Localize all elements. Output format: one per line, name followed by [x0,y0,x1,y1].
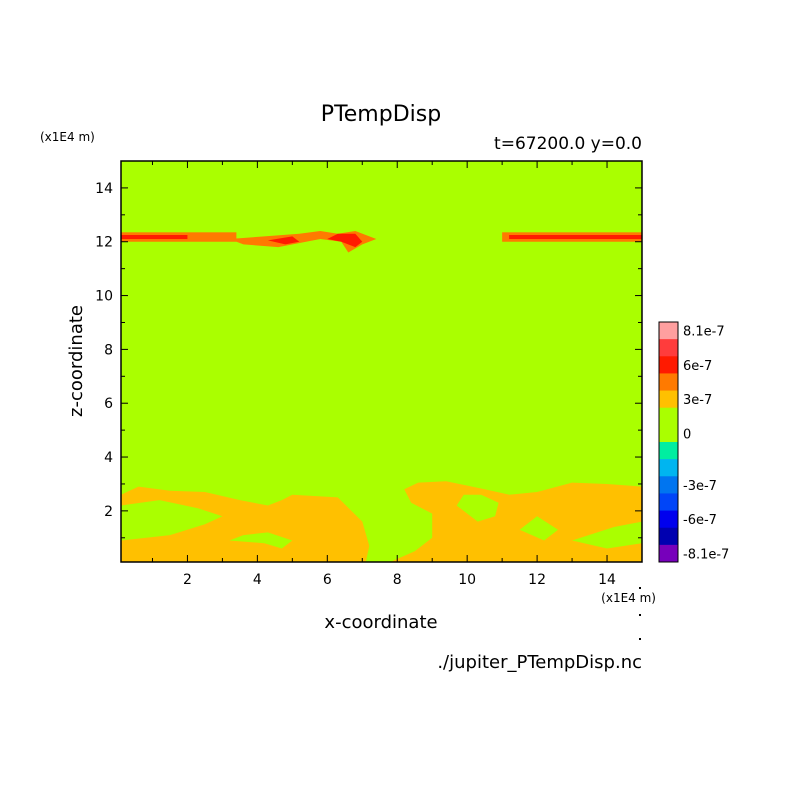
contour-region [327,233,363,248]
dot-markers [639,587,641,640]
x-tick-label: 4 [253,572,262,588]
y-tick-label: 2 [104,504,113,520]
colorbar-frame [658,321,679,563]
plot-area [121,161,642,562]
colorbar-label: -3e-7 [683,479,717,494]
colorbar-label: -8.1e-7 [683,547,729,562]
x-axis-label: x-coordinate [324,612,437,633]
x-tick-label: 14 [598,572,616,588]
colorbar-bin [659,322,678,340]
y-tick-label: 4 [104,450,113,466]
colorbar-bin [659,459,678,477]
colorbar-bin [659,493,678,512]
colorbar-label: 3e-7 [683,393,712,408]
colorbar-bin [659,527,678,546]
contour-region [229,532,293,549]
y-tick-label: 8 [104,342,113,358]
x-unit-label: (x1E4 m) [601,591,656,605]
colorbar: 8.1e-7 6e-7 3e-7 0 -3e-7 -6e-7 -8.1e-7 [658,321,729,563]
x-tick-label: 2 [183,572,192,588]
colorbar-bin [659,476,678,494]
axes: 2 4 6 8 10 12 14 2 4 6 8 10 12 14 [95,160,643,588]
colorbar-bin [659,339,678,357]
contour-region [572,521,642,549]
colorbar-label: 6e-7 [683,359,712,374]
y-tick-label: 12 [95,235,113,251]
x-tick-label: 12 [528,572,546,588]
colorbar-bin [659,356,678,374]
contour-region [519,516,559,541]
colorbar-label: 0 [683,427,691,442]
contour-band [121,235,188,240]
colorbar-label: 8.1e-7 [683,325,725,340]
plot-frame [120,160,643,563]
colorbar-bin [659,373,678,392]
colorbar-bin [659,442,678,460]
contour-region [121,500,223,541]
contour-region [267,236,300,245]
colorbar-bin [659,390,678,409]
y-tick-label: 10 [95,289,113,305]
x-tick-label: 10 [458,572,476,588]
colorbar-bin [659,544,678,563]
colorbar-bin [659,510,678,529]
colorbar-label: -6e-7 [683,513,717,528]
x-tick-label: 8 [393,572,402,588]
y-tick-label: 14 [95,181,113,197]
contour-region [456,494,499,522]
source-file-label: ./jupiter_PTempDisp.nc [437,652,642,673]
contour-band [509,235,642,240]
colorbar-bin [659,407,678,426]
chart-title: PTempDisp [321,102,441,127]
colorbar-bin [659,424,678,443]
x-tick-label: 6 [323,572,332,588]
y-tick-label: 6 [104,396,113,412]
chart-subtitle: t=67200.0 y=0.0 [494,134,642,154]
y-axis-label: z-coordinate [66,305,87,417]
y-unit-label: (x1E4 m) [40,130,95,144]
